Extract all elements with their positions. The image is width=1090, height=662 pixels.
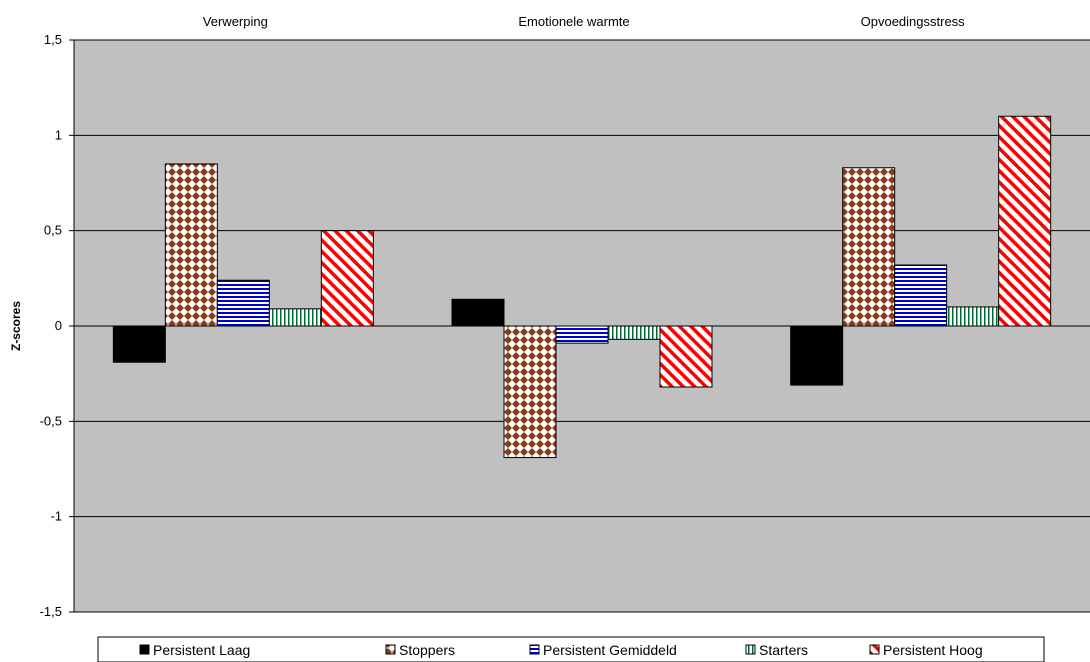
bar-persistent-hoog [659,325,713,388]
bar-starters [268,308,322,327]
bar-persistent-laag [112,325,166,363]
legend: Persistent Laag Stoppers Persistent Gemidd… [139,642,983,658]
y-tick-label: 0,5 [44,223,62,238]
legend-swatch [745,644,756,655]
bar-starters [946,306,1000,327]
y-tick-label: -0,5 [40,413,62,428]
category-label: Opvoedingsstress [861,14,966,29]
bars [74,115,1090,459]
legend-label: Starters [759,642,808,658]
bar-starters [607,325,661,340]
bar-persistent-laag [790,325,844,386]
bar-stoppers [503,325,557,459]
y-tick-label: -1,5 [40,604,62,619]
bar-stoppers [842,167,896,327]
legend-swatch [385,644,396,655]
category-labels: Verwerping Emotionele warmte Opvoedingsstr… [203,14,965,29]
y-tick-label: 1,5 [44,32,62,47]
y-axis-ticks: 1,5 1 0,5 0 -0,5 -1 -1,5 [40,32,75,619]
legend-label: Stoppers [399,642,455,658]
y-tick-label: -1 [50,509,62,524]
legend-label: Persistent Laag [153,642,250,658]
category-label: Emotionele warmte [518,14,629,29]
legend-swatch [529,644,540,655]
bar-persistent-laag [451,298,505,327]
y-tick-label: 1 [55,127,62,142]
bar-persistent-gemiddeld [555,325,609,344]
legend-swatch [869,644,880,655]
y-tick-label: 0 [55,318,62,333]
bar-persistent-gemiddeld [216,279,270,327]
legend-label: Persistent Hoog [883,642,983,658]
bar-stoppers [164,163,218,327]
legend-swatch [139,644,150,655]
bar-persistent-gemiddeld [894,264,948,327]
bar-persistent-hoog [320,230,374,327]
legend-box [97,636,1045,662]
y-axis-label: Z-scores [9,301,23,351]
legend-label: Persistent Gemiddeld [543,642,677,658]
bar-persistent-hoog [998,115,1052,327]
category-label: Verwerping [203,14,268,29]
